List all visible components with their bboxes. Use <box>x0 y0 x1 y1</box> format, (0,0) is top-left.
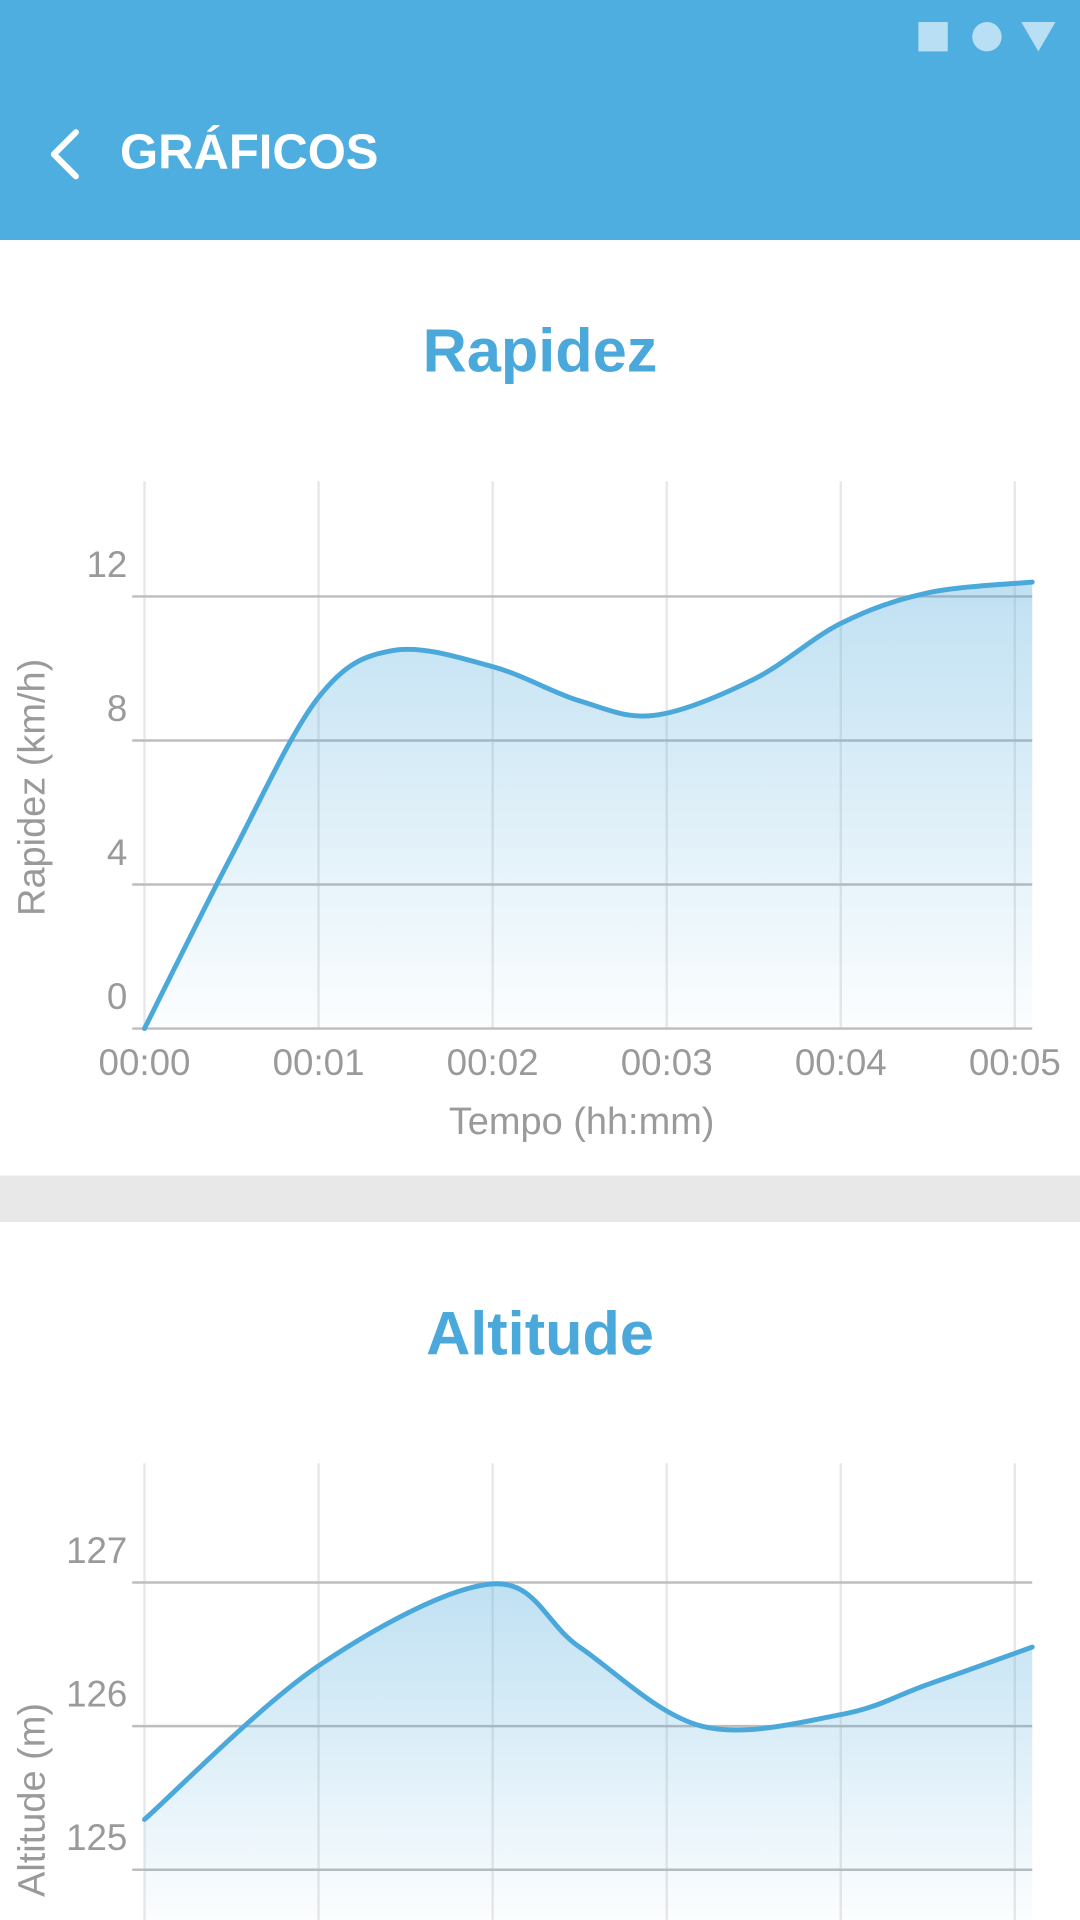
line <box>142 579 1035 1032</box>
line <box>142 1581 1035 1822</box>
x-tick-label: 00:02 <box>447 1042 539 1083</box>
x-axis-label: Tempo (hh:mm) <box>449 1101 715 1143</box>
y-axis-label: Altitude (m) <box>11 1703 53 1897</box>
y-tick-label: 127 <box>66 1530 127 1571</box>
status-icon <box>972 22 1002 52</box>
x-tick-label: 00:03 <box>621 1042 713 1083</box>
x-tick-label: 00:00 <box>99 1042 191 1083</box>
y-tick-label: 125 <box>66 1817 127 1858</box>
chart-title: Altitude <box>426 1300 654 1368</box>
status-icon <box>918 22 948 52</box>
y-tick-label: 0 <box>107 976 127 1017</box>
x-tick-label: 00:01 <box>273 1042 365 1083</box>
status-icon <box>1021 22 1056 52</box>
divider <box>0 1175 1080 1223</box>
chart-title: Rapidez <box>423 316 658 384</box>
y-tick-label: 4 <box>107 832 127 873</box>
y-tick-label: 8 <box>107 688 127 729</box>
y-axis-label: Rapidez (km/h) <box>11 659 53 916</box>
y-tick-label: 12 <box>87 544 128 585</box>
x-tick-label: 00:05 <box>969 1042 1061 1083</box>
x-tick-label: 00:04 <box>795 1042 887 1083</box>
area-fill <box>144 582 1033 1029</box>
area-fill <box>144 1583 1033 1920</box>
y-tick-label: 126 <box>66 1673 127 1714</box>
app-title: GRÁFICOS <box>120 125 378 179</box>
back-button[interactable] <box>50 129 79 180</box>
app-bar <box>0 0 1080 240</box>
